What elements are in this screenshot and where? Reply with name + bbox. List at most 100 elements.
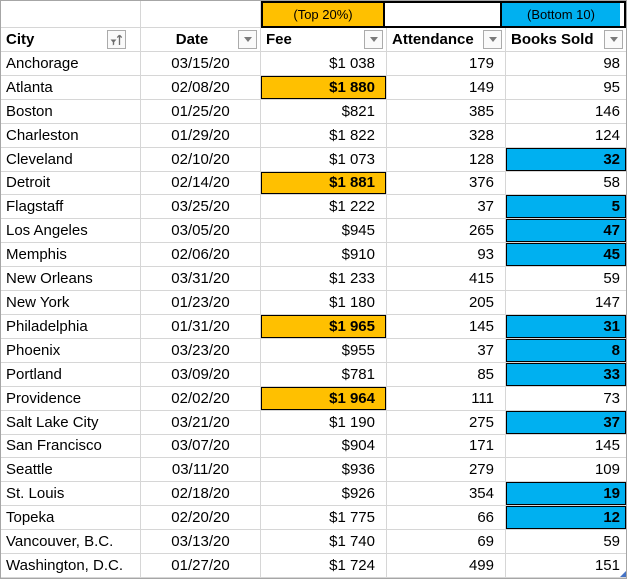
cell-date[interactable]: 03/13/20 — [141, 530, 261, 555]
cell-books-sold[interactable]: 33 — [506, 362, 626, 387]
cell-fee[interactable]: $1 724 — [261, 554, 387, 578]
cell-fee[interactable]: $1 880 — [261, 75, 387, 100]
cell-books-sold[interactable]: 32 — [506, 147, 626, 172]
cell-attendance[interactable]: 69 — [387, 530, 506, 555]
empty-cell-above-city[interactable] — [1, 1, 141, 28]
cell-date[interactable]: 02/02/20 — [141, 386, 261, 411]
cell-date[interactable]: 01/23/20 — [141, 291, 261, 315]
cell-date[interactable]: 03/15/20 — [141, 52, 261, 76]
cell-fee[interactable]: $1 073 — [261, 147, 387, 172]
cell-fee[interactable]: $1 190 — [261, 410, 387, 435]
cell-date[interactable]: 03/31/20 — [141, 267, 261, 292]
cell-date[interactable]: 03/09/20 — [141, 362, 261, 387]
attendance-filter-button[interactable] — [483, 30, 502, 49]
cell-city[interactable]: Topeka — [1, 506, 141, 531]
cell-attendance[interactable]: 385 — [387, 99, 506, 124]
cell-date[interactable]: 02/08/20 — [141, 75, 261, 100]
cell-date[interactable]: 02/10/20 — [141, 147, 261, 172]
cell-fee[interactable]: $821 — [261, 99, 387, 124]
cell-city[interactable]: Portland — [1, 362, 141, 387]
cell-fee[interactable]: $936 — [261, 458, 387, 483]
cell-city[interactable]: Washington, D.C. — [1, 554, 141, 578]
cell-attendance[interactable]: 265 — [387, 219, 506, 244]
cell-date[interactable]: 01/31/20 — [141, 314, 261, 339]
cell-date[interactable]: 03/23/20 — [141, 338, 261, 363]
cell-books-sold[interactable]: 98 — [506, 52, 626, 76]
cell-fee[interactable]: $1 038 — [261, 52, 387, 76]
cell-attendance[interactable]: 111 — [387, 386, 506, 411]
cell-books-sold[interactable]: 5 — [506, 195, 626, 220]
cell-books-sold[interactable]: 58 — [506, 172, 626, 196]
cell-attendance[interactable]: 415 — [387, 267, 506, 292]
cell-fee[interactable]: $926 — [261, 482, 387, 507]
cell-attendance[interactable]: 354 — [387, 482, 506, 507]
cell-fee[interactable]: $1 222 — [261, 195, 387, 220]
cell-fee[interactable]: $781 — [261, 362, 387, 387]
cell-city[interactable]: Los Angeles — [1, 219, 141, 244]
cell-date[interactable]: 02/06/20 — [141, 243, 261, 268]
cell-city[interactable]: Flagstaff — [1, 195, 141, 220]
fee-filter-button[interactable] — [364, 30, 383, 49]
cell-attendance[interactable]: 149 — [387, 75, 506, 100]
cell-date[interactable]: 01/25/20 — [141, 99, 261, 124]
cell-city[interactable]: Providence — [1, 386, 141, 411]
bottom-10-banner-cell[interactable]: (Bottom 10) — [502, 3, 620, 26]
cell-city[interactable]: Phoenix — [1, 338, 141, 363]
cell-attendance[interactable]: 279 — [387, 458, 506, 483]
cell-date[interactable]: 03/05/20 — [141, 219, 261, 244]
cell-attendance[interactable]: 66 — [387, 506, 506, 531]
cell-books-sold[interactable]: 19 — [506, 482, 626, 507]
cell-city[interactable]: New Orleans — [1, 267, 141, 292]
empty-cell-above-attendance[interactable] — [385, 3, 502, 26]
cell-attendance[interactable]: 179 — [387, 52, 506, 76]
cell-city[interactable]: Seattle — [1, 458, 141, 483]
cell-books-sold[interactable]: 145 — [506, 435, 626, 459]
cell-books-sold[interactable]: 59 — [506, 530, 626, 555]
top-20-percent-banner-cell[interactable]: (Top 20%) — [263, 3, 385, 26]
cell-books-sold[interactable]: 8 — [506, 338, 626, 363]
cell-books-sold[interactable]: 45 — [506, 243, 626, 268]
cell-date[interactable]: 02/14/20 — [141, 171, 261, 196]
cell-fee[interactable]: $910 — [261, 243, 387, 268]
cell-books-sold[interactable]: 109 — [506, 458, 626, 483]
cell-books-sold[interactable]: 124 — [506, 124, 626, 148]
cell-date[interactable]: 01/29/20 — [141, 123, 261, 148]
cell-city[interactable]: Memphis — [1, 243, 141, 268]
cell-books-sold[interactable]: 59 — [506, 267, 626, 292]
cell-city[interactable]: San Francisco — [1, 434, 141, 459]
cell-attendance[interactable]: 37 — [387, 338, 506, 363]
cell-date[interactable]: 03/07/20 — [141, 434, 261, 459]
cell-attendance[interactable]: 328 — [387, 123, 506, 148]
cell-city[interactable]: Vancouver, B.C. — [1, 530, 141, 555]
cell-attendance[interactable]: 128 — [387, 147, 506, 172]
cell-attendance[interactable]: 93 — [387, 243, 506, 268]
cell-date[interactable]: 03/11/20 — [141, 458, 261, 483]
cell-fee[interactable]: $1 965 — [261, 314, 387, 339]
cell-books-sold[interactable]: 31 — [506, 314, 626, 339]
cell-date[interactable]: 03/25/20 — [141, 195, 261, 220]
cell-city[interactable]: New York — [1, 291, 141, 315]
cell-fee[interactable]: $955 — [261, 338, 387, 363]
cell-attendance[interactable]: 376 — [387, 171, 506, 196]
cell-books-sold[interactable]: 95 — [506, 76, 626, 100]
books-sold-filter-button[interactable] — [604, 30, 623, 49]
cell-city[interactable]: Anchorage — [1, 52, 141, 76]
cell-city[interactable]: Cleveland — [1, 147, 141, 172]
cell-date[interactable]: 02/18/20 — [141, 482, 261, 507]
cell-date[interactable]: 01/27/20 — [141, 554, 261, 578]
cell-attendance[interactable]: 275 — [387, 410, 506, 435]
cell-books-sold[interactable]: 12 — [506, 506, 626, 531]
cell-attendance[interactable]: 205 — [387, 291, 506, 315]
cell-fee[interactable]: $904 — [261, 434, 387, 459]
cell-fee[interactable]: $1 775 — [261, 506, 387, 531]
cell-city[interactable]: Philadelphia — [1, 314, 141, 339]
cell-fee[interactable]: $1 233 — [261, 267, 387, 292]
cell-city[interactable]: St. Louis — [1, 482, 141, 507]
cell-fee[interactable]: $945 — [261, 219, 387, 244]
empty-cell-above-date[interactable] — [141, 1, 261, 28]
cell-attendance[interactable]: 85 — [387, 362, 506, 387]
city-sort-filter-button[interactable] — [107, 30, 126, 49]
cell-books-sold[interactable]: 146 — [506, 100, 626, 124]
cell-books-sold[interactable]: 151 — [506, 554, 626, 578]
cell-attendance[interactable]: 171 — [387, 434, 506, 459]
